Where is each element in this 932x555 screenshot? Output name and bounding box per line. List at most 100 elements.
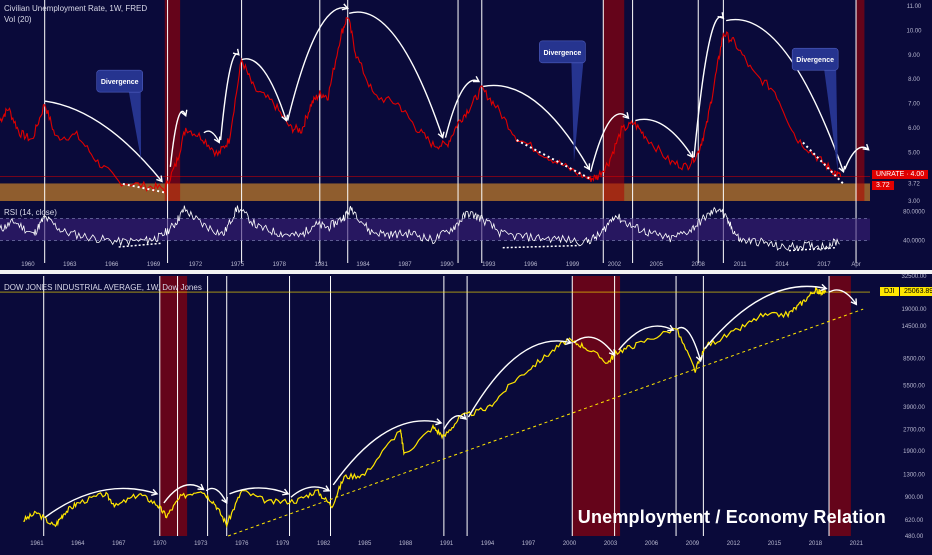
rsi-tick-label: 40.0000 bbox=[903, 238, 925, 244]
x-axis-tick-label: 1961 bbox=[30, 541, 44, 547]
trend-arrow bbox=[169, 110, 187, 167]
callout-label: Divergence bbox=[101, 79, 139, 86]
dashed-trendline bbox=[227, 308, 864, 537]
y-axis-tick-label: 3.00 bbox=[908, 199, 920, 205]
trend-arrow bbox=[332, 420, 442, 486]
trend-arrow bbox=[163, 484, 204, 504]
callout-pointer bbox=[128, 91, 142, 160]
rsi-panel: 80.0000 40.0000 1960 1963 1966 1969 1972 1975 19… bbox=[0, 205, 926, 268]
trend-arrow bbox=[444, 79, 480, 138]
x-axis-tick-label: 1979 bbox=[276, 541, 290, 547]
trend-arrow bbox=[205, 487, 228, 504]
x-axis-tick-label: 1981 bbox=[315, 262, 329, 268]
recession-band bbox=[164, 0, 181, 201]
rsi-legend: RSI (14, close) bbox=[4, 208, 57, 217]
x-axis-tick-label: 1963 bbox=[63, 262, 77, 268]
x-axis-tick-label: 2006 bbox=[645, 541, 659, 547]
x-axis-tick-label: 1993 bbox=[482, 262, 496, 268]
trend-arrow-head bbox=[583, 163, 591, 171]
y-axis-tick-label: 620.00 bbox=[905, 518, 924, 524]
trend-arrow-head bbox=[667, 324, 675, 332]
x-axis-tick-label: Apr bbox=[851, 262, 860, 268]
y-axis-tick-label: 2700.00 bbox=[903, 427, 925, 433]
trend-arrow bbox=[677, 326, 702, 362]
divergence-line bbox=[516, 139, 592, 180]
trend-arrow bbox=[44, 487, 158, 518]
trend-arrow-head bbox=[564, 337, 573, 346]
trend-arrow-head bbox=[622, 112, 630, 120]
x-axis-tick-label: 1984 bbox=[356, 262, 370, 268]
trend-arrow-head bbox=[608, 349, 616, 357]
panel-separator bbox=[0, 270, 932, 274]
trend-arrow-head bbox=[213, 136, 221, 144]
x-axis-tick-label: 2018 bbox=[809, 541, 823, 547]
x-axis-tick-label: 2017 bbox=[817, 262, 831, 268]
y-axis-tick-label: 3900.00 bbox=[903, 405, 925, 411]
trend-arrow-head bbox=[281, 114, 289, 122]
trend-arrow-head bbox=[437, 131, 445, 139]
x-axis-tick-label: 1976 bbox=[235, 541, 249, 547]
trend-arrow bbox=[844, 146, 870, 170]
y-axis-tick-label: 8500.00 bbox=[903, 357, 925, 363]
y-axis-tick-label: 7.00 bbox=[908, 102, 920, 108]
x-axis-tick-label: 1960 bbox=[21, 262, 35, 268]
y-axis-tick-label: 11.00 bbox=[907, 4, 922, 10]
x-axis-tick-label: 1991 bbox=[440, 541, 454, 547]
y-axis-tick-label: 6.00 bbox=[908, 126, 920, 132]
trend-arrow bbox=[241, 58, 287, 121]
trend-arrow-head bbox=[323, 485, 331, 492]
trend-arrow bbox=[726, 18, 845, 172]
x-axis-tick-label: 2003 bbox=[604, 541, 618, 547]
trend-arrow bbox=[573, 336, 616, 356]
trend-arrow bbox=[203, 130, 220, 143]
trend-arrow-head bbox=[472, 75, 481, 83]
dji-legend: DOW JONES INDUSTRIAL AVERAGE, 1W, Dow Jo… bbox=[4, 283, 202, 292]
x-axis-tick-label: 1982 bbox=[317, 541, 331, 547]
support-level-tag: 3.72 bbox=[872, 181, 894, 190]
trend-arrow-head bbox=[232, 48, 240, 56]
y-axis-tick-label: 480.00 bbox=[905, 534, 924, 540]
recession-band bbox=[829, 276, 851, 536]
recession-band bbox=[159, 276, 188, 536]
unrate-line bbox=[0, 17, 842, 194]
x-axis-tick-label: 1969 bbox=[147, 262, 161, 268]
callout-label: Divergence bbox=[544, 50, 582, 57]
trend-arrow bbox=[483, 84, 590, 170]
trend-arrow bbox=[290, 486, 330, 498]
x-axis-tick-label: 1987 bbox=[398, 262, 412, 268]
trend-arrow-head bbox=[180, 109, 188, 117]
x-axis-tick-label: 2008 bbox=[692, 262, 706, 268]
x-axis-tick-label: 1988 bbox=[399, 541, 413, 547]
trend-arrow-head bbox=[838, 165, 846, 174]
x-axis-tick-label: 1996 bbox=[524, 262, 538, 268]
dji-price-tag: 25063.89 bbox=[900, 287, 932, 296]
y-axis-tick-label: 1300.00 bbox=[903, 473, 925, 479]
dji-symbol-tag: DJI bbox=[880, 287, 899, 296]
trend-arrow bbox=[44, 100, 163, 182]
rsi-band bbox=[0, 218, 870, 241]
rsi-divergence-line bbox=[118, 242, 161, 248]
x-axis-tick-label: 1990 bbox=[440, 262, 454, 268]
recession-band bbox=[603, 0, 625, 201]
x-axis-tick-label: 1970 bbox=[153, 541, 167, 547]
unrate-price-tag: UNRATE · 4.00 bbox=[872, 170, 929, 179]
trend-arrow-head bbox=[197, 483, 205, 491]
trend-arrow bbox=[229, 487, 289, 495]
y-axis-tick-label: 1900.00 bbox=[903, 449, 925, 455]
rsi-line bbox=[0, 205, 840, 252]
trend-arrow-head bbox=[686, 151, 694, 159]
y-axis-tick-label: 32500.00 bbox=[901, 274, 927, 280]
trend-arrow bbox=[443, 415, 467, 430]
x-axis-tick-label: 2002 bbox=[608, 262, 622, 268]
x-axis-tick-label: 1999 bbox=[566, 262, 580, 268]
y-axis-tick-label: 900.00 bbox=[905, 495, 924, 501]
trend-arrow-head bbox=[820, 283, 828, 292]
trend-arrow-head bbox=[341, 3, 350, 11]
rsi-tick-label: 80.0000 bbox=[903, 209, 925, 215]
trend-arrow bbox=[348, 11, 444, 138]
x-axis-tick-label: 1967 bbox=[112, 541, 126, 547]
trend-arrow-head bbox=[221, 496, 228, 505]
trend-arrow-head bbox=[850, 298, 858, 306]
volume-legend: Vol (20) bbox=[4, 15, 32, 24]
